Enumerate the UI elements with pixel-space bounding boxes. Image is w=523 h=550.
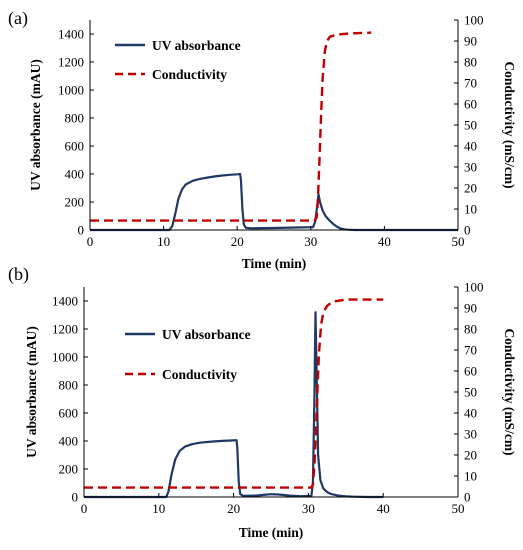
panel-b-x-tick-label: 40 — [377, 501, 390, 516]
panel-a-conductivity-line — [90, 31, 372, 222]
panel-a-label: (a) — [8, 8, 28, 29]
panel-b-ticks: 0 10 20 30 40 5002004006008001000120014000102… — [52, 280, 484, 517]
panel-b-y-right-tick-label: 100 — [464, 280, 484, 295]
panel-b-y-left-tick-label: 0 — [72, 490, 79, 505]
panel-b-y-left-tick-label: 800 — [59, 378, 79, 393]
panel-a-y-left-tick-label: 0 — [78, 223, 85, 238]
panel-a-uv-absorbance-line — [90, 172, 458, 232]
panel-a-y-left-tick-label: 200 — [65, 195, 85, 210]
panel-b-y-left-tick-label: 1400 — [52, 294, 78, 309]
panel-b-y-axis-label-left: UV absorbance (mAU) — [24, 326, 39, 458]
panel-a-y-right-tick-label: 100 — [464, 13, 484, 28]
panel-a-y-left-tick-label: 400 — [65, 167, 85, 182]
panel-a-y-axis-label-left: UV absorbance (mAU) — [28, 59, 43, 191]
panel-b: (b) 0 10 20 30 40 500200400600800100012001400… — [8, 264, 517, 540]
panel-a-x-tick-label: 50 — [452, 234, 465, 249]
panel-a-plot-area — [90, 31, 458, 232]
panel-a-x-tick-label: 0 — [87, 234, 94, 249]
panel-b-legend: UV absorbance Conductivity — [125, 327, 251, 382]
panel-b-x-tick-label: 20 — [227, 501, 240, 516]
panel-b-y-right-tick-label: 60 — [464, 364, 477, 379]
panel-a-y-axis-label-right: Conductivity (mS/cm) — [502, 61, 517, 188]
panel-a-y-right-tick-label: 30 — [464, 160, 477, 175]
panel-b-x-tick-label: 50 — [452, 501, 465, 516]
panel-b-y-right-tick-label: 30 — [464, 427, 477, 442]
panel-a-y-right-tick-label: 70 — [464, 76, 477, 91]
panel-a-axes — [89, 20, 459, 231]
panel-a-x-tick-label: 40 — [378, 234, 391, 249]
panel-a: (a) 0 10 20 30 40 500200400600800100012001400… — [8, 8, 517, 271]
panel-a-y-left-tick-label: 600 — [65, 139, 85, 154]
panel-b-x-tick-label: 0 — [81, 501, 88, 516]
panel-a-legend-uv-label: UV absorbance — [152, 38, 241, 53]
panel-a-legend-conductivity-label: Conductivity — [152, 67, 227, 82]
panel-b-y-right-tick-label: 50 — [464, 385, 477, 400]
panel-a-ticks: 0 10 20 30 40 5002004006008001000120014000102… — [58, 13, 484, 250]
panel-a-y-right-tick-label: 10 — [464, 202, 477, 217]
panel-b-plot-area — [84, 298, 384, 499]
panel-b-legend-conductivity-label: Conductivity — [162, 367, 237, 382]
panel-a-x-axis-label: Time (min) — [242, 256, 307, 271]
panel-b-y-left-tick-label: 1000 — [52, 350, 78, 365]
panel-b-y-axis-label-right: Conductivity (mS/cm) — [502, 328, 517, 455]
panel-a-y-right-tick-label: 90 — [464, 34, 477, 49]
panel-b-conductivity-line — [84, 298, 384, 489]
panel-a-y-right-tick-label: 40 — [464, 139, 477, 154]
panel-b-label: (b) — [8, 264, 29, 285]
panel-b-axes — [83, 287, 459, 498]
panel-a-y-right-tick-label: 60 — [464, 97, 477, 112]
panel-b-legend-uv-label: UV absorbance — [162, 327, 251, 342]
panel-a-y-left-tick-label: 800 — [65, 111, 85, 126]
panel-b-y-right-tick-label: 0 — [464, 490, 471, 505]
panel-b-x-axis-label: Time (min) — [239, 525, 304, 540]
panel-a-y-left-tick-label: 1400 — [58, 27, 84, 42]
panel-b-uv-absorbance-line — [84, 311, 384, 499]
panel-a-y-right-tick-label: 50 — [464, 118, 477, 133]
panel-b-y-right-tick-label: 40 — [464, 406, 477, 421]
panel-a-x-tick-label: 20 — [231, 234, 244, 249]
panel-b-y-left-tick-label: 1200 — [52, 322, 78, 337]
panel-a-y-right-tick-label: 0 — [464, 223, 471, 238]
panel-b-y-left-tick-label: 600 — [59, 406, 79, 421]
panel-b-y-right-tick-label: 90 — [464, 301, 477, 316]
panel-b-y-right-tick-label: 70 — [464, 343, 477, 358]
panel-a-y-left-tick-label: 1200 — [58, 55, 84, 70]
panel-b-y-left-tick-label: 400 — [59, 434, 79, 449]
panel-a-y-right-tick-label: 20 — [464, 181, 477, 196]
panel-a-y-left-tick-label: 1000 — [58, 83, 84, 98]
panel-b-y-right-tick-label: 10 — [464, 469, 477, 484]
panel-a-x-tick-label: 10 — [157, 234, 170, 249]
panel-b-x-tick-label: 10 — [152, 501, 165, 516]
panel-b-y-right-tick-label: 20 — [464, 448, 477, 463]
panel-a-y-right-tick-label: 80 — [464, 55, 477, 70]
panel-a-legend: UV absorbance Conductivity — [115, 38, 241, 82]
panel-b-x-tick-label: 30 — [302, 501, 315, 516]
panel-b-y-right-tick-label: 80 — [464, 322, 477, 337]
panel-b-y-left-tick-label: 200 — [59, 462, 79, 477]
panel-a-x-tick-label: 30 — [304, 234, 317, 249]
